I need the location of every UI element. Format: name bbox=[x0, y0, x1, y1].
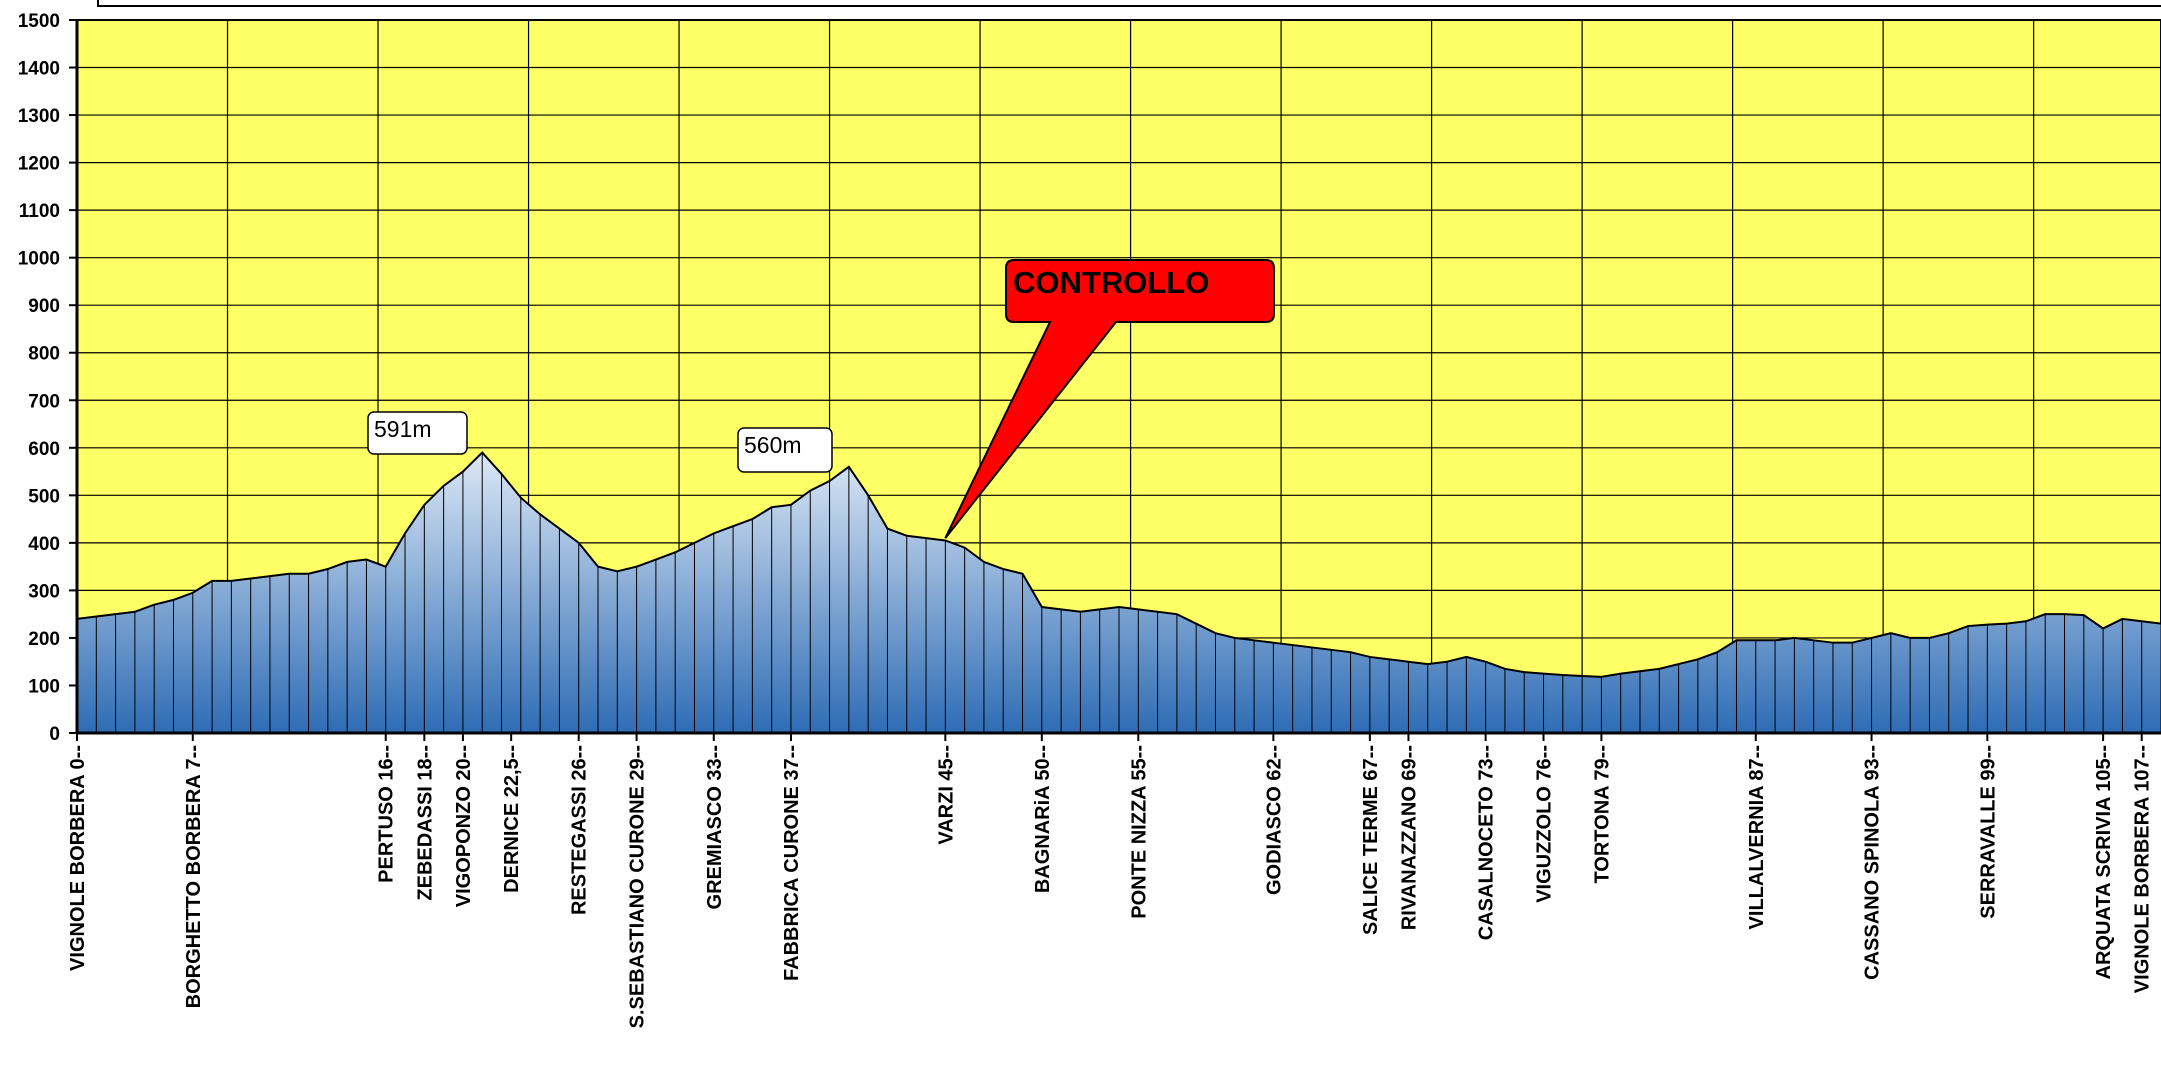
y-tick-label: 1300 bbox=[18, 106, 60, 127]
y-tick-label: 1100 bbox=[19, 201, 60, 222]
x-axis-ticks: VIGNOLE BORBERA 0-- BORGHETTO BORBERA 7--… bbox=[67, 733, 2154, 1028]
x-tick-label: SALICE TERME 67-- bbox=[1360, 745, 1382, 935]
y-tick-label: 1500 bbox=[18, 11, 60, 32]
annotation-box bbox=[367, 411, 468, 455]
annotation-label: 560m bbox=[744, 432, 802, 458]
controllo-callout bbox=[944, 259, 1275, 539]
y-tick-label: 300 bbox=[28, 581, 60, 602]
x-tick-label: SERRAVALLE 99-- bbox=[1977, 745, 1999, 919]
x-tick-label: PONTE NIZZA 55-- bbox=[1128, 745, 1150, 919]
x-tick-label: GODIASCO 62-- bbox=[1263, 745, 1285, 895]
x-tick-label: PERTUSO 16-- bbox=[376, 745, 398, 883]
callout-label: CONTROLLO bbox=[1013, 265, 1209, 300]
y-tick-label: 200 bbox=[28, 629, 60, 650]
x-tick-label: BORGHETTO BORBERA 7-- bbox=[183, 745, 205, 1008]
elevation-area bbox=[76, 451, 2161, 733]
x-tick-label: VILLALVERNIA 87-- bbox=[1746, 745, 1768, 929]
x-tick-label: VARZI 45-- bbox=[935, 745, 957, 845]
y-tick-label: 400 bbox=[28, 534, 60, 555]
y-tick-label: 900 bbox=[28, 296, 60, 317]
annotation-box bbox=[737, 427, 833, 473]
x-tick-label: VIGUZZOLO 76-- bbox=[1534, 745, 1556, 903]
y-tick-label: 1000 bbox=[18, 249, 60, 270]
y-tick-label: 600 bbox=[28, 439, 60, 460]
x-tick-label: VIGNOLE BORBERA 107-- bbox=[2132, 745, 2154, 993]
x-tick-label: TORTONA 79-- bbox=[1591, 745, 1613, 884]
annotations: 591m 560m CONTROLLO bbox=[367, 259, 1275, 539]
x-tick-label: GREMIASCO 33-- bbox=[704, 745, 726, 909]
annotation-label: 591m bbox=[374, 416, 432, 442]
y-tick-label: 500 bbox=[28, 486, 60, 507]
x-tick-label: ZEBEDASSI 18-- bbox=[414, 745, 436, 901]
y-tick-label: 100 bbox=[28, 676, 60, 697]
y-tick-label: 800 bbox=[28, 344, 60, 365]
x-tick-label: VIGNOLE BORBERA 0-- bbox=[67, 745, 89, 971]
x-tick-label: DERNICE 22,5-- bbox=[501, 745, 523, 893]
title-box bbox=[97, 0, 2161, 7]
y-tick-label: 0 bbox=[49, 724, 60, 745]
y-tick-label: 1400 bbox=[18, 59, 60, 80]
x-tick-label: CASALNOCETO 73-- bbox=[1476, 745, 1498, 940]
x-tick-label: BAGNARiA 50-- bbox=[1032, 745, 1054, 893]
x-tick-label: S.SEBASTIANO CURONE 29-- bbox=[627, 745, 649, 1028]
y-tick-label: 1200 bbox=[18, 154, 60, 175]
y-axis-ticks: 0 100 200 300 400 500 600 700 800 900 1000 1100 1200… bbox=[18, 11, 77, 745]
elevation-line bbox=[76, 451, 2161, 678]
x-tick-label: ARQUATA SCRIVIA 105-- bbox=[2093, 745, 2115, 979]
x-tick-label: FABBRICA CURONE 37-- bbox=[781, 745, 803, 981]
x-tick-label: VIGOPONZO 20-- bbox=[453, 745, 475, 907]
x-tick-label: RESTEGASSI 26-- bbox=[569, 745, 591, 915]
y-tick-label: 700 bbox=[28, 391, 60, 412]
x-tick-label: CASSANO SPINOLA 93-- bbox=[1862, 745, 1884, 980]
x-tick-label: RIVANAZZANO 69-- bbox=[1398, 745, 1420, 930]
